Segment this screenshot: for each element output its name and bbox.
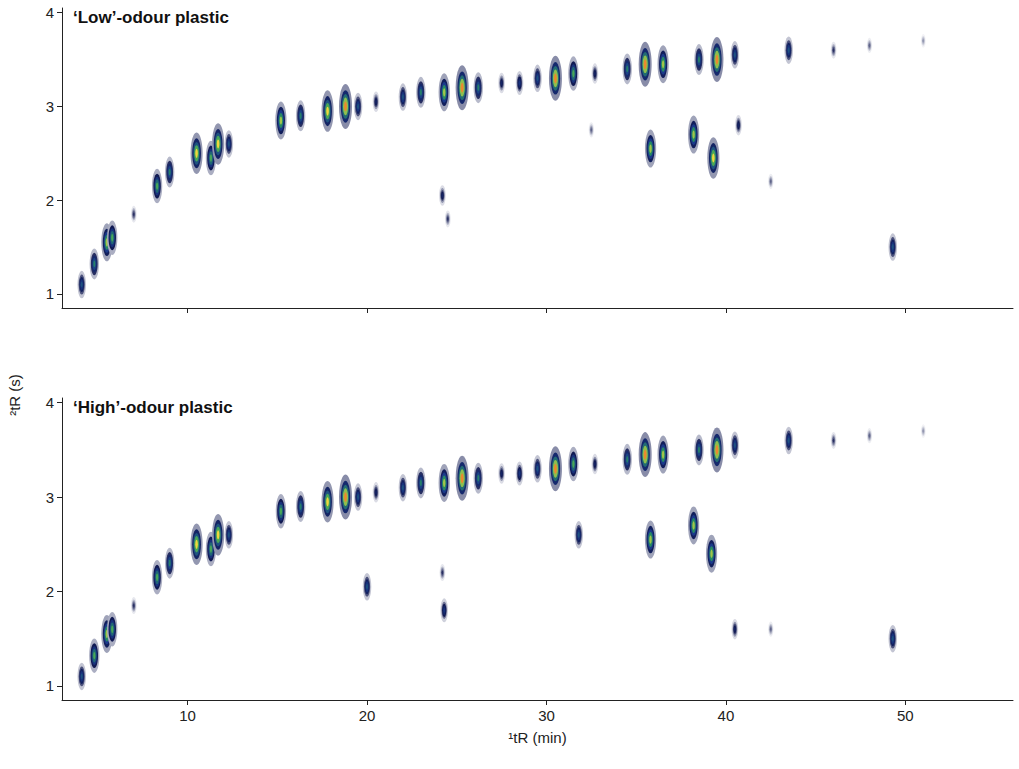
svg-text:²tR (s): ²tR (s) xyxy=(6,374,23,416)
svg-text:¹tR (min): ¹tR (min) xyxy=(508,729,566,746)
svg-text:4: 4 xyxy=(46,394,54,411)
svg-text:10: 10 xyxy=(179,707,196,724)
svg-text:2: 2 xyxy=(46,583,54,600)
svg-text:50: 50 xyxy=(897,707,914,724)
svg-text:4: 4 xyxy=(46,4,54,21)
svg-text:3: 3 xyxy=(46,489,54,506)
svg-text:1: 1 xyxy=(46,285,54,302)
svg-text:3: 3 xyxy=(46,98,54,115)
svg-text:‘Low’-odour plastic: ‘Low’-odour plastic xyxy=(73,8,229,27)
svg-text:20: 20 xyxy=(359,707,376,724)
svg-text:2: 2 xyxy=(46,192,54,209)
svg-text:1: 1 xyxy=(46,677,54,694)
svg-text:30: 30 xyxy=(538,707,555,724)
svg-text:40: 40 xyxy=(718,707,735,724)
svg-text:‘High’-odour plastic: ‘High’-odour plastic xyxy=(73,398,233,417)
